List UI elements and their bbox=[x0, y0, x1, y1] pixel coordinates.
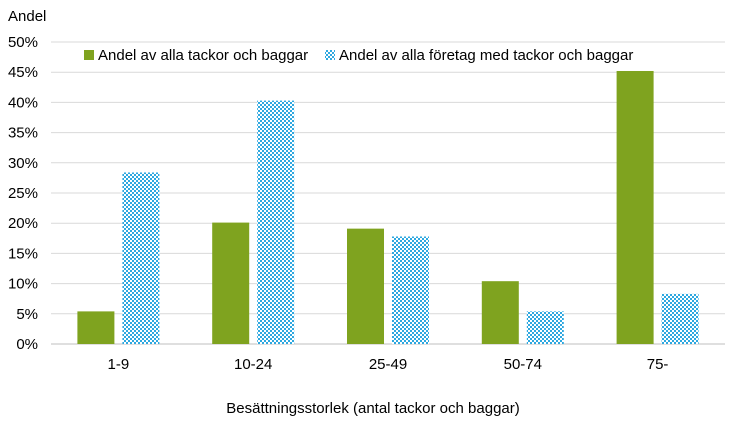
legend-label-series-1: Andel av alla tackor och baggar bbox=[98, 47, 308, 64]
bar-2-75- bbox=[661, 293, 699, 344]
y-tick-label: 5% bbox=[16, 306, 38, 323]
y-tick-labels: 0% 5% 10% 15% 20% 25% 30% 35% 40% 45% 50% bbox=[8, 34, 38, 353]
y-tick-label: 30% bbox=[8, 155, 38, 172]
x-axis-title: Besättningsstorlek (antal tackor och bag… bbox=[226, 400, 520, 417]
gridlines bbox=[51, 41, 725, 345]
y-tick-label: 40% bbox=[8, 94, 38, 111]
bar-2-50-74 bbox=[526, 311, 564, 344]
x-tick-label: 25-49 bbox=[369, 356, 407, 373]
y-tick-label: 45% bbox=[8, 64, 38, 81]
y-tick-label: 0% bbox=[16, 336, 38, 353]
x-tick-label: 1-9 bbox=[108, 356, 130, 373]
x-tick-labels: 1-9 10-24 25-49 50-74 75- bbox=[108, 356, 669, 373]
y-tick-label: 20% bbox=[8, 215, 38, 232]
bar-1-25-49 bbox=[347, 228, 384, 344]
y-tick-label: 15% bbox=[8, 245, 38, 262]
x-tick-label: 10-24 bbox=[234, 356, 272, 373]
legend: Andel av alla tackor och baggar Andel av… bbox=[84, 47, 633, 64]
legend-swatch-series-1 bbox=[84, 50, 94, 60]
y-tick-label: 10% bbox=[8, 276, 38, 293]
bar-2-10-24 bbox=[257, 100, 295, 344]
bar-1-50-74 bbox=[481, 281, 519, 344]
x-tick-label: 50-74 bbox=[504, 356, 542, 373]
bars bbox=[77, 70, 699, 344]
legend-label-series-2: Andel av alla företag med tackor och bag… bbox=[339, 47, 633, 64]
bar-1-1-9 bbox=[77, 311, 115, 344]
y-axis-title: Andel bbox=[8, 8, 46, 25]
legend-swatch-series-2 bbox=[325, 50, 335, 60]
y-tick-label: 35% bbox=[8, 125, 38, 142]
y-tick-label: 25% bbox=[8, 185, 38, 202]
x-tick-label: 75- bbox=[647, 356, 669, 373]
bar-1-75- bbox=[616, 70, 654, 344]
bar-2-25-49 bbox=[392, 236, 429, 344]
y-tick-label: 50% bbox=[8, 34, 38, 51]
bar-1-10-24 bbox=[212, 222, 250, 344]
bar-2-1-9 bbox=[122, 172, 160, 344]
